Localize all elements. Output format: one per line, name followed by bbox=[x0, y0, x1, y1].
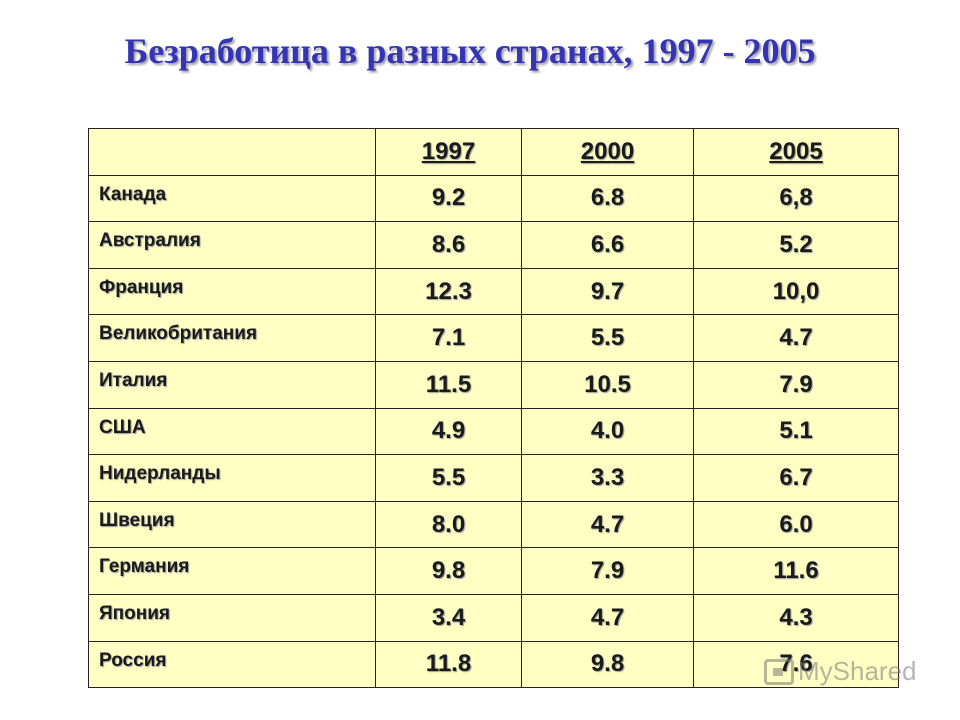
country-cell: Россия bbox=[88, 640, 376, 689]
table-row: Нидерланды 5.5 3.3 6.7 bbox=[88, 454, 899, 502]
table-row: Франция 12.3 9.7 10,0 bbox=[88, 267, 899, 316]
value-1997-cell: 11.8 bbox=[375, 640, 522, 689]
value-2005-cell: 5.1 bbox=[693, 407, 899, 456]
table-row: США 4.9 4.0 5.1 bbox=[88, 407, 899, 456]
header-year-label: 1997 bbox=[421, 137, 476, 165]
table-row: Италия 11.5 10.5 7.9 bbox=[88, 360, 899, 409]
country-cell: Германия bbox=[88, 547, 376, 595]
value-1997-cell: 8.6 bbox=[375, 221, 522, 269]
watermark-text: MyShared bbox=[798, 656, 917, 686]
value-1997-cell: 9.2 bbox=[375, 174, 522, 223]
value-2005-cell: 5.2 bbox=[693, 221, 899, 269]
value-2000-cell: 4.0 bbox=[521, 407, 694, 456]
value-2005-cell: 6.0 bbox=[693, 500, 899, 549]
value-1997-cell: 5.5 bbox=[375, 454, 522, 502]
header-year-2005: 2005 bbox=[693, 128, 899, 176]
value-2000-cell: 7.9 bbox=[521, 547, 694, 595]
table-row: Германия 9.8 7.9 11.6 bbox=[88, 547, 899, 595]
country-cell: Австралия bbox=[88, 221, 376, 269]
table-row: Великобритания 7.1 5.5 4.7 bbox=[88, 314, 899, 362]
header-empty-cell bbox=[88, 128, 376, 176]
country-cell: Канада bbox=[88, 174, 376, 223]
country-cell: Япония bbox=[88, 593, 376, 642]
value-2000-cell: 3.3 bbox=[521, 454, 694, 502]
table-header-row: 1997 2000 2005 bbox=[88, 128, 899, 176]
page-title: Безработица в разных странах, 1997 - 200… bbox=[124, 31, 816, 71]
table-row: Россия 11.8 9.8 7.6 bbox=[88, 640, 899, 689]
value-2005-cell: 10,0 bbox=[693, 267, 899, 316]
value-1997-cell: 4.9 bbox=[375, 407, 522, 456]
value-2000-cell: 9.8 bbox=[521, 640, 694, 689]
value-2000-cell: 5.5 bbox=[521, 314, 694, 362]
country-cell: Италия bbox=[88, 360, 376, 409]
header-year-label: 2005 bbox=[769, 137, 823, 165]
value-2005-cell: 4.7 bbox=[693, 314, 899, 362]
header-year-2000: 2000 bbox=[521, 128, 694, 176]
value-2005-cell: 7.6 bbox=[693, 640, 899, 689]
value-1997-cell: 11.5 bbox=[375, 360, 522, 409]
value-2005-cell: 6,8 bbox=[693, 174, 899, 223]
table-row: Австралия 8.6 6.6 5.2 bbox=[88, 221, 899, 269]
value-2000-cell: 9.7 bbox=[521, 267, 694, 316]
header-year-1997: 1997 bbox=[375, 128, 522, 176]
value-2005-cell: 4.3 bbox=[693, 593, 899, 642]
value-2000-cell: 6.6 bbox=[521, 221, 694, 269]
country-cell: США bbox=[88, 407, 376, 456]
value-2000-cell: 4.7 bbox=[521, 593, 694, 642]
country-cell: Франция bbox=[88, 267, 376, 316]
value-1997-cell: 8.0 bbox=[375, 500, 522, 549]
country-cell: Нидерланды bbox=[88, 454, 376, 502]
value-1997-cell: 12.3 bbox=[375, 267, 522, 316]
country-cell: Великобритания bbox=[88, 314, 376, 362]
table-row: Швеция 8.0 4.7 6.0 bbox=[88, 500, 899, 549]
presentation-icon bbox=[764, 658, 794, 685]
header-year-label: 2000 bbox=[580, 137, 635, 165]
table-row: Канада 9.2 6.8 6,8 bbox=[88, 174, 899, 223]
unemployment-table: 1997 2000 2005 Канада 9.2 6.8 6,8 Австралия 8… bbox=[88, 128, 899, 689]
value-2000-cell: 4.7 bbox=[521, 500, 694, 549]
value-2005-cell: 11.6 bbox=[693, 547, 899, 595]
country-cell: Швеция bbox=[88, 500, 376, 549]
table-row: Япония 3.4 4.7 4.3 bbox=[88, 593, 899, 642]
watermark: MyShared bbox=[764, 656, 917, 687]
value-2000-cell: 6.8 bbox=[521, 174, 694, 223]
value-2005-cell: 7.9 bbox=[693, 360, 899, 409]
value-1997-cell: 9.8 bbox=[375, 547, 522, 595]
value-1997-cell: 7.1 bbox=[375, 314, 522, 362]
value-1997-cell: 3.4 bbox=[375, 593, 522, 642]
value-2005-cell: 6.7 bbox=[693, 454, 899, 502]
value-2000-cell: 10.5 bbox=[521, 360, 694, 409]
